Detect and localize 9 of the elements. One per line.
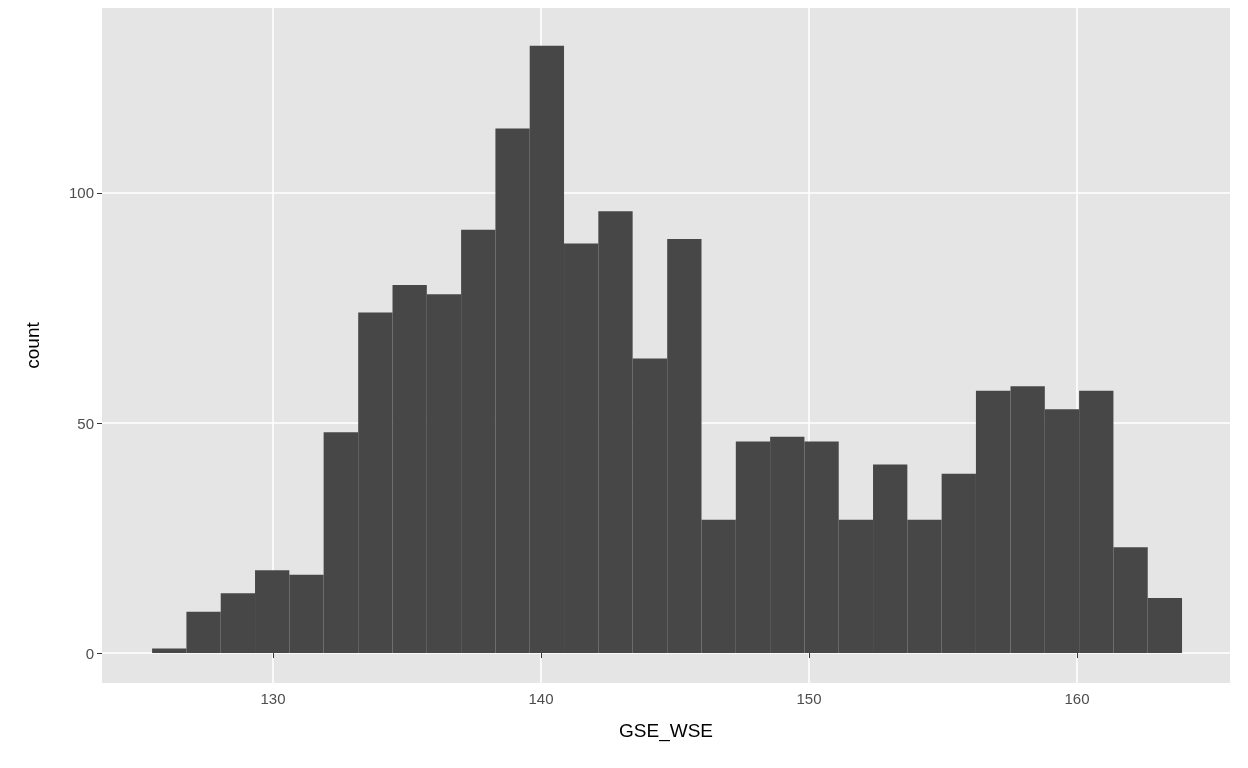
x-tick-label: 160 <box>1064 690 1090 707</box>
y-tick-label: 0 <box>85 644 94 662</box>
x-tick-label: 130 <box>260 690 286 707</box>
x-tick-label: 150 <box>796 690 822 707</box>
y-axis-title: count <box>22 321 43 369</box>
x-axis-title: GSE_WSE <box>619 720 713 742</box>
y-tick-label: 100 <box>68 184 94 202</box>
x-tick-label: 140 <box>528 690 554 707</box>
y-tick-label: 50 <box>77 414 94 432</box>
